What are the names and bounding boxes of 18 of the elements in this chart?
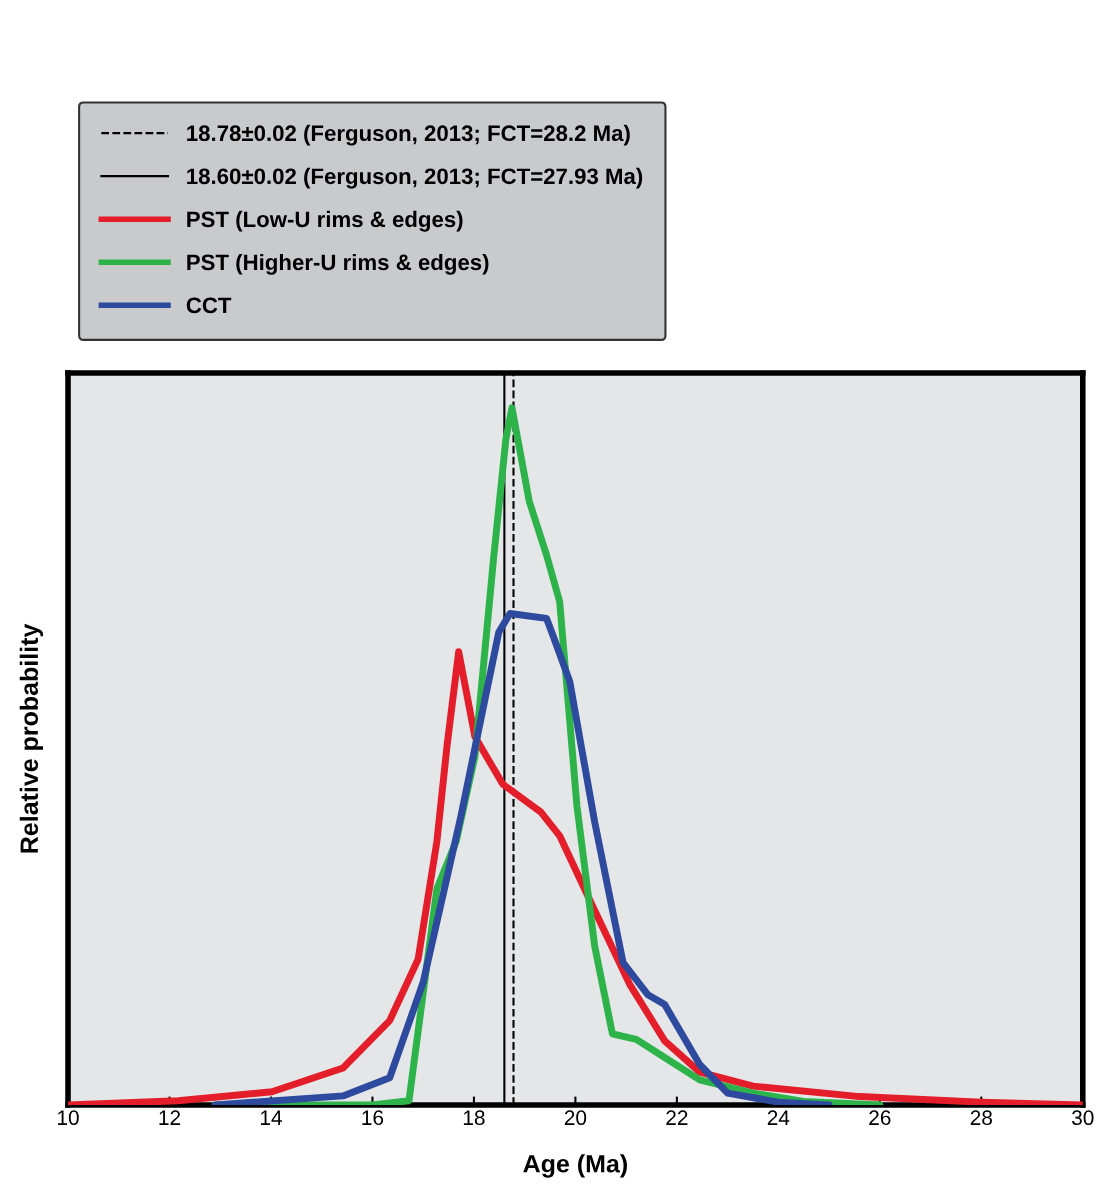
x-tick-label: 20	[564, 1110, 587, 1126]
x-tick-label: 28	[970, 1110, 992, 1126]
x-tick-label: 16	[362, 1110, 384, 1126]
x-tick-label: 10	[58, 1110, 79, 1126]
x-tick-label: 22	[666, 1110, 688, 1125]
x-axis-title: Age (Ma)	[523, 1154, 627, 1178]
legend-label: 18.60±0.02 (Ferguson, 2013; FCT=27.93 Ma)	[187, 167, 643, 189]
legend-label: PST (Low-U rims & edges)	[187, 210, 463, 232]
x-tick-label: 18	[463, 1110, 485, 1126]
x-tick-label: 30	[1071, 1110, 1094, 1126]
x-tick-label: 26	[869, 1110, 891, 1126]
x-tick-label: 12	[159, 1110, 181, 1125]
x-tick-label: 14	[260, 1110, 282, 1125]
legend-label: PST (Higher-U rims & edges)	[187, 253, 489, 275]
y-axis-title: Relative probability	[19, 623, 44, 853]
x-tick-label: 24	[767, 1110, 790, 1125]
legend-label: 18.78±0.02 (Ferguson, 2013; FCT=28.2 Ma)	[187, 124, 630, 146]
legend-label: CCT	[186, 297, 232, 314]
